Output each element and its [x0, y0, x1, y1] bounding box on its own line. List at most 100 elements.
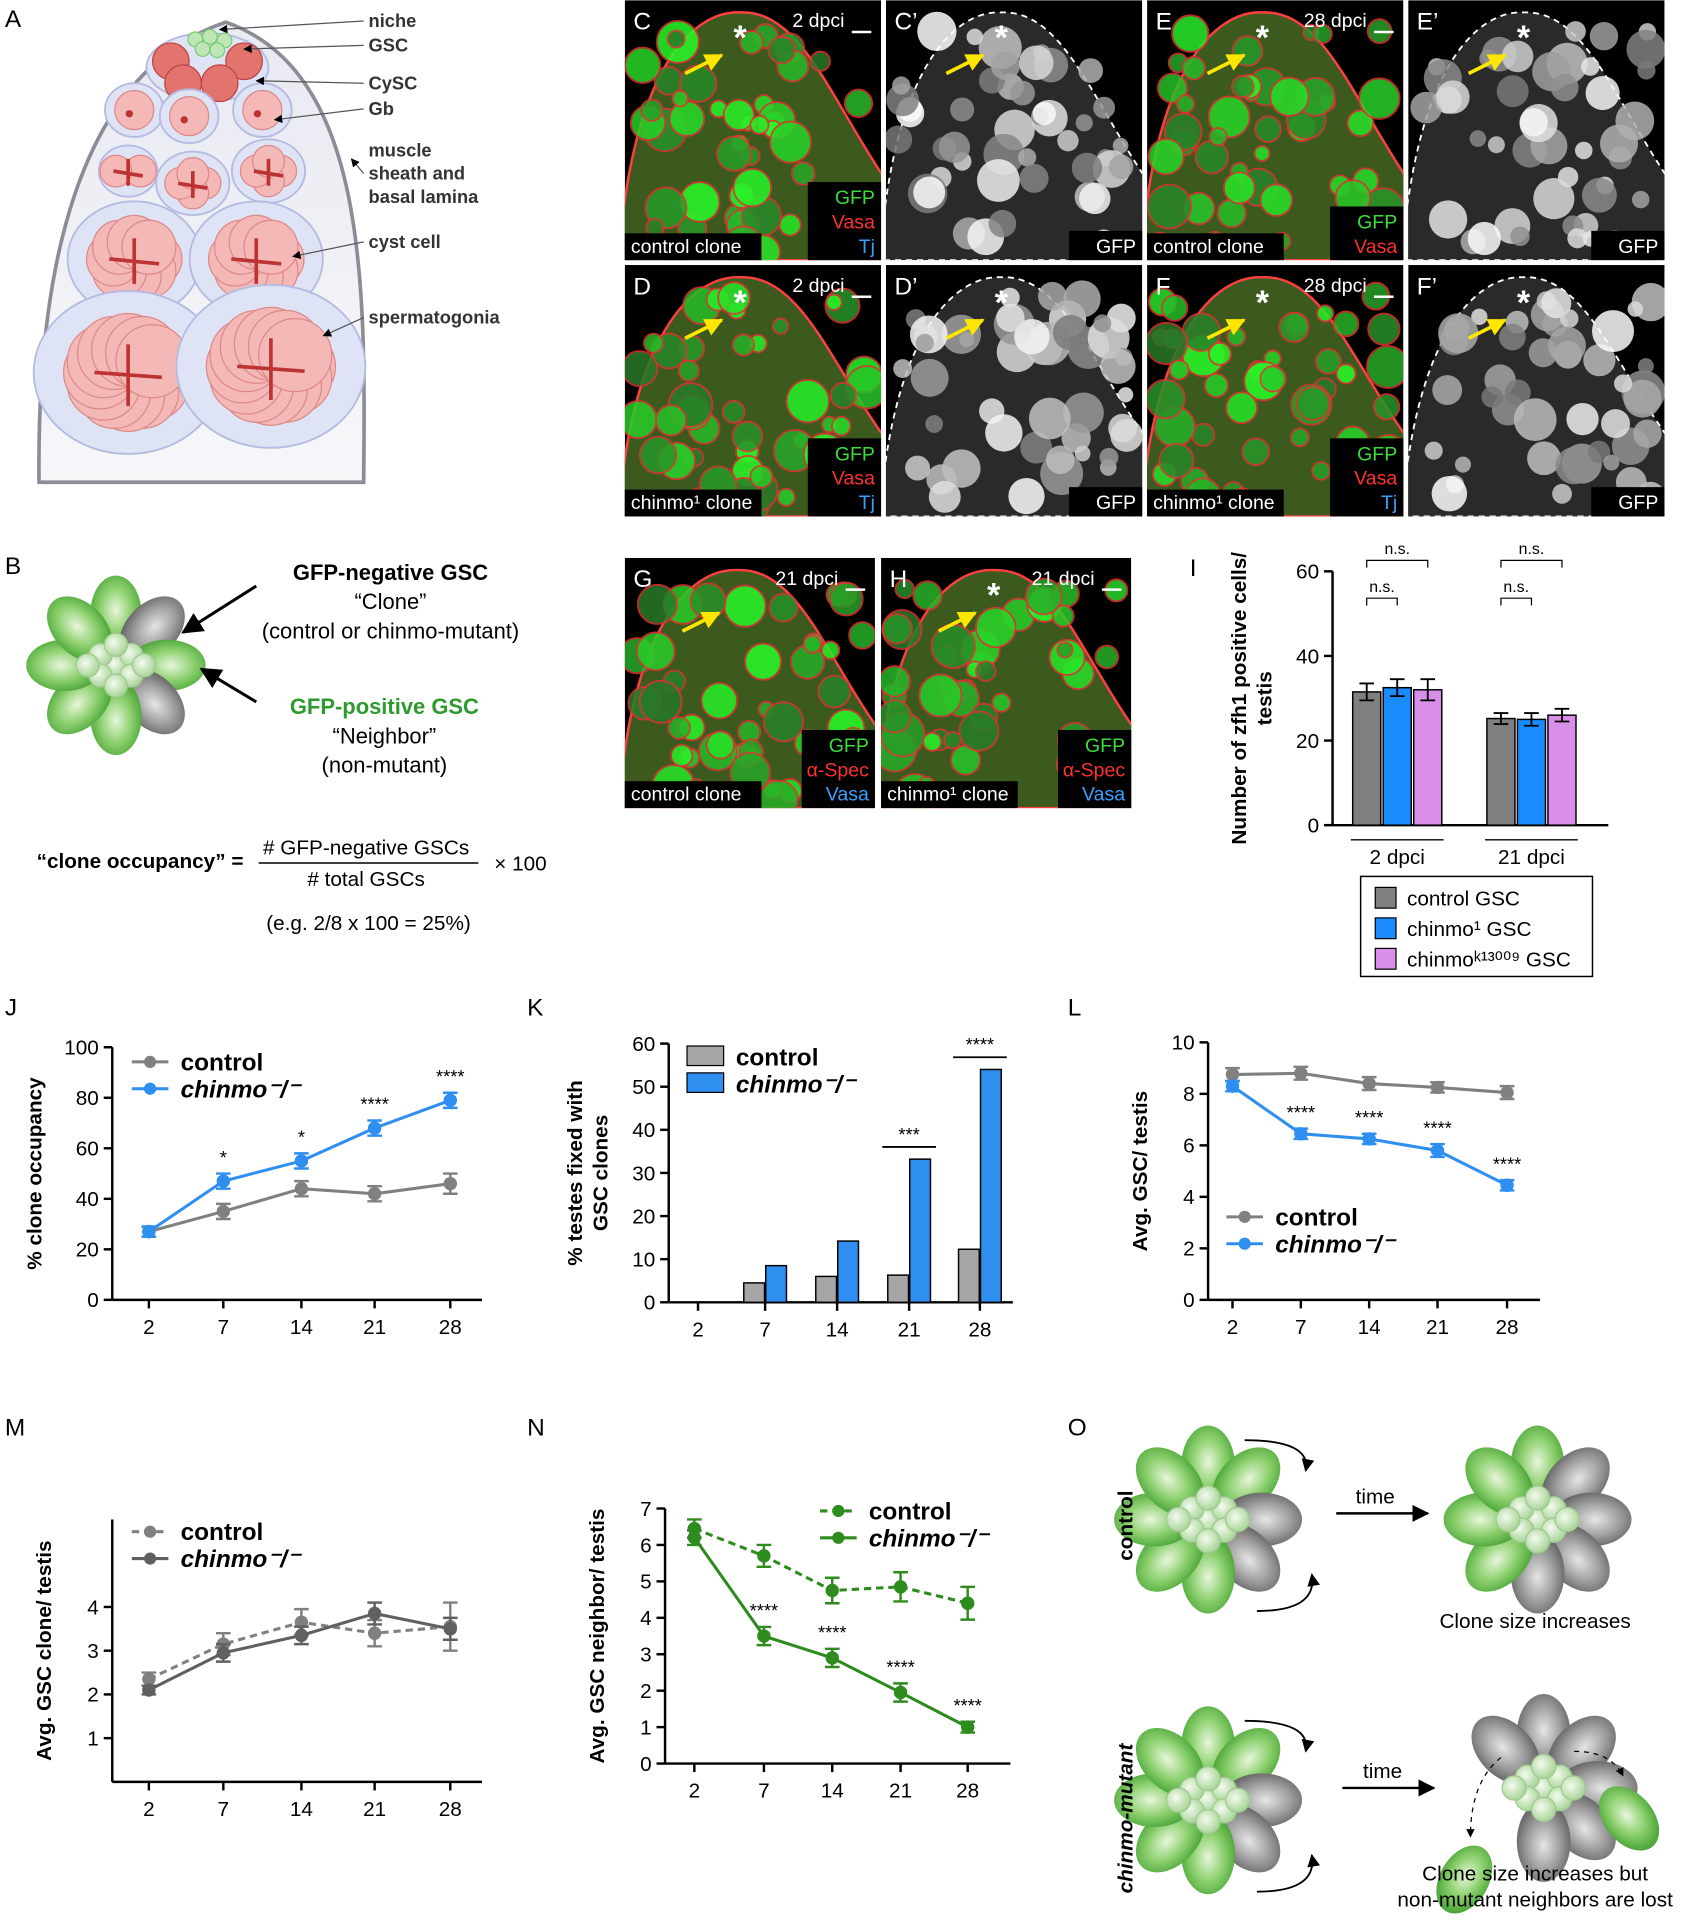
- outcome: Clone size increases but: [1422, 1863, 1648, 1886]
- legend-marker: [143, 1525, 157, 1538]
- nucleus: [670, 743, 694, 768]
- nucleus: [1020, 431, 1053, 464]
- caption-bg: [881, 781, 1018, 809]
- micrograph-label: E’: [1417, 9, 1439, 36]
- nucleus: [700, 682, 738, 720]
- bar: [1351, 691, 1382, 826]
- point: [367, 1121, 382, 1135]
- nucleus: [1099, 447, 1119, 467]
- point: [1430, 1080, 1445, 1095]
- niche-marker: *: [1517, 19, 1531, 57]
- significance: ****: [953, 1695, 981, 1716]
- significance: ****: [1355, 1107, 1383, 1128]
- nucleus: [671, 89, 689, 108]
- y-tick-label: 0: [644, 1292, 656, 1315]
- clone-text: “Clone”: [355, 589, 427, 614]
- nucleus: [893, 359, 913, 379]
- legend-label: control: [1275, 1204, 1358, 1231]
- nucleus: [677, 359, 700, 382]
- time-label: 2 dpci: [792, 10, 844, 32]
- channel-label: GFP: [1096, 236, 1136, 258]
- cell: [242, 89, 283, 131]
- point: [687, 1530, 702, 1545]
- x-tick-label: 14: [1358, 1316, 1381, 1339]
- nucleus: [1410, 91, 1442, 124]
- bracket: [1366, 559, 1429, 568]
- nucleus: [1052, 314, 1089, 351]
- nucleus: [843, 88, 874, 118]
- nucleus: [1181, 55, 1206, 81]
- nucleus: [1038, 281, 1067, 311]
- channel-label: GFP: [1618, 492, 1658, 514]
- hub-cell: [131, 653, 157, 678]
- significance: ****: [1493, 1153, 1521, 1174]
- x-tick-label: 21: [1426, 1316, 1449, 1339]
- nucleus: [1094, 644, 1120, 670]
- niche-marker: *: [733, 284, 747, 322]
- nucleus: [1014, 318, 1050, 355]
- loss-arrow: [1466, 1756, 1502, 1838]
- x-tick-label: 21: [363, 1798, 386, 1821]
- leader-line: [218, 20, 364, 34]
- nucleus: [930, 623, 976, 669]
- hub-cell: [1530, 1796, 1557, 1823]
- point: [216, 1204, 231, 1219]
- niche-cell: [209, 42, 226, 59]
- nucleus: [1208, 127, 1228, 147]
- nucleus: [722, 98, 756, 132]
- nucleus: [1589, 22, 1619, 51]
- point: [757, 1549, 771, 1563]
- x-tick-label: 2: [143, 1798, 155, 1821]
- significance: ***: [898, 1124, 919, 1145]
- nucleus: [1565, 21, 1586, 42]
- channel-label: GFP: [835, 187, 875, 209]
- nucleus: [1253, 144, 1271, 162]
- point: [825, 1651, 839, 1665]
- point: [367, 1626, 382, 1640]
- point: [216, 1646, 231, 1660]
- nucleus: [1552, 483, 1572, 504]
- point: [1294, 1127, 1308, 1141]
- nucleus: [1075, 114, 1093, 132]
- channel-label: GFP: [1618, 236, 1658, 258]
- error-bar: [1420, 678, 1436, 702]
- nucleus: [1171, 14, 1210, 53]
- nucleus: [1432, 375, 1463, 406]
- nucleus: [1254, 115, 1282, 143]
- panel-label: O: [1068, 1414, 1087, 1441]
- time-label: 21 dpci: [775, 568, 838, 590]
- hub-cell: [1195, 1528, 1221, 1554]
- nucleus: [1591, 310, 1635, 353]
- nucleus: [1614, 374, 1633, 393]
- legend-label: chinmo⁻/⁻: [1275, 1231, 1397, 1258]
- cell: [169, 96, 210, 137]
- nucleus: [1631, 190, 1650, 209]
- row-label: chinmo-mutant: [1114, 1743, 1137, 1894]
- y-tick-label: 4: [1183, 1186, 1195, 1209]
- legend-label: chinmo⁻/⁻: [181, 1076, 303, 1103]
- point: [1362, 1076, 1376, 1091]
- bar: [743, 1282, 766, 1304]
- arrow: [945, 318, 985, 340]
- hub-cell: [103, 673, 129, 698]
- bar: [1412, 689, 1443, 826]
- nucleus: [1147, 378, 1186, 420]
- nucleus: [1424, 441, 1443, 460]
- gsc-diagrams: [26, 575, 1660, 1914]
- nucleus: [1100, 348, 1136, 384]
- y-tick-label: 3: [87, 1640, 99, 1663]
- x-tick-label: 21: [363, 1316, 386, 1339]
- legend-label: control: [181, 1049, 264, 1076]
- diagram-label: Gb: [369, 98, 394, 119]
- nucleus: [1226, 326, 1247, 347]
- nucleus: [731, 420, 764, 453]
- legend-swatch: [1374, 917, 1397, 940]
- diagram-label: spermatogonia: [369, 307, 501, 328]
- x-tick-label: 7: [758, 1780, 770, 1803]
- panel-label: M: [5, 1414, 25, 1441]
- point: [1500, 1178, 1514, 1192]
- caption: chinmo¹ clone: [887, 784, 1009, 806]
- micrograph: [1408, 0, 1665, 261]
- nucleus: [828, 581, 864, 617]
